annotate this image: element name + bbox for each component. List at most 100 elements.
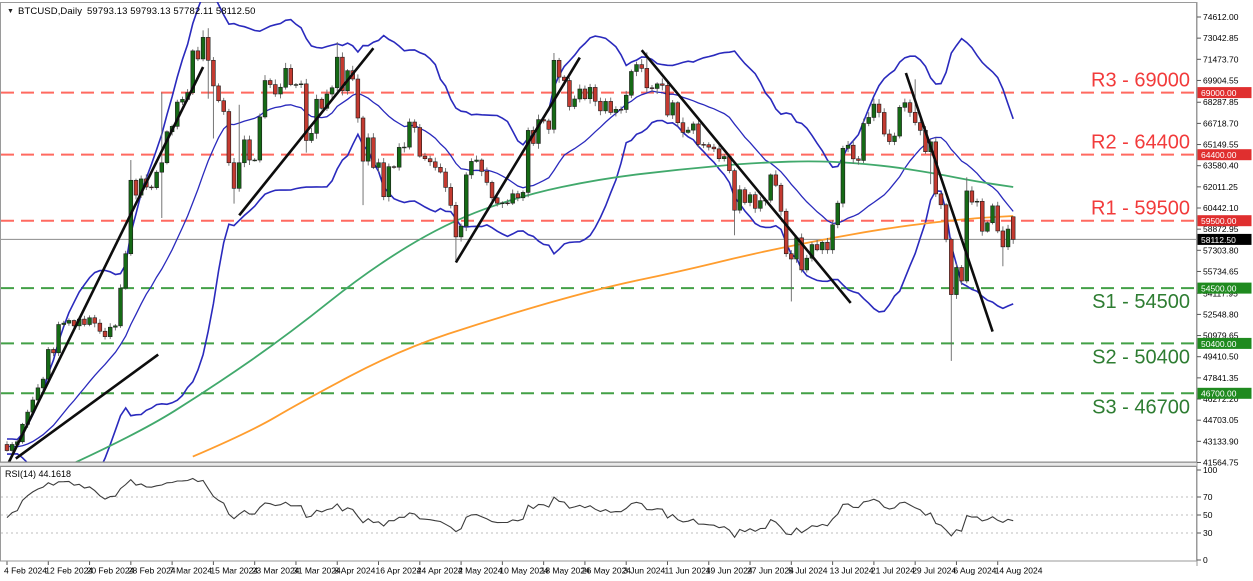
date-tick-label: 19 Jun 2024 <box>706 566 753 576</box>
trendline[interactable] <box>238 47 375 217</box>
rsi-tick-label: 50 <box>1203 510 1213 520</box>
bearish-candle <box>742 189 748 203</box>
bullish-candle <box>123 253 128 289</box>
bearish-candle <box>82 318 87 325</box>
bullish-candle <box>525 130 531 193</box>
trendline[interactable] <box>640 49 852 304</box>
resistance-label: R1 - 59500 <box>1091 198 1190 220</box>
bearish-candle <box>453 205 459 238</box>
support-label: S3 - 46700 <box>1092 396 1190 418</box>
bullish-candle <box>768 174 773 201</box>
bullish-candle <box>35 387 41 401</box>
price-marker-sup <box>1197 387 1252 399</box>
pane-splitter[interactable] <box>0 461 1197 467</box>
price-tick-label: 71473.70 <box>1203 54 1239 64</box>
bearish-candle <box>938 193 944 206</box>
bullish-candle <box>835 202 840 226</box>
date-tick-label: 3 Jun 2024 <box>623 566 665 576</box>
bullish-candle <box>845 144 851 149</box>
price-marker-res <box>1197 87 1252 99</box>
bullish-candle <box>840 148 846 204</box>
date-tick-label: 28 Feb 2024 <box>128 566 176 576</box>
price-tick-label: 73042.85 <box>1203 33 1239 43</box>
trendline[interactable] <box>454 56 581 264</box>
bullish-candle <box>278 86 283 95</box>
bullish-candle <box>252 159 257 162</box>
bearish-candle <box>149 186 154 189</box>
bearish-candle <box>644 68 650 89</box>
price-tick-label: 62011.25 <box>1203 182 1238 192</box>
main-pane-layers <box>1 2 1196 466</box>
bullish-candle <box>87 317 92 325</box>
date-tick-label: 10 May 2024 <box>499 566 548 576</box>
ma-medium-line <box>75 160 1014 462</box>
rsi-pane[interactable] <box>0 466 1197 562</box>
bullish-candle <box>654 83 660 89</box>
support-label: S1 - 54500 <box>1092 291 1190 313</box>
bearish-candle <box>417 127 422 157</box>
trendlines-layer[interactable] <box>7 47 994 466</box>
bearish-candle <box>949 239 954 295</box>
bearish-candle <box>649 87 655 89</box>
bullish-candle <box>180 99 185 103</box>
bearish-candle <box>273 84 278 95</box>
bullish-candle <box>572 98 577 107</box>
chart-menu-arrow-icon[interactable]: ▼ <box>7 8 15 15</box>
bearish-candle <box>980 200 985 232</box>
date-tick-label: 6 Aug 2024 <box>953 566 996 576</box>
bullish-candle <box>66 320 72 324</box>
bullish-candle <box>324 93 330 109</box>
bearish-candle <box>969 190 975 203</box>
bearish-candle <box>221 100 226 112</box>
bullish-candle <box>737 189 742 211</box>
bullish-candle <box>551 59 557 130</box>
date-tick-label: 26 May 2024 <box>582 566 631 576</box>
bullish-candle <box>871 103 877 118</box>
bullish-candle <box>386 166 392 198</box>
trendline[interactable] <box>904 72 994 333</box>
bullish-candle <box>613 109 619 113</box>
rsi-layers <box>1 477 1196 539</box>
trendline[interactable] <box>15 353 159 460</box>
rsi-tick-label: 30 <box>1203 528 1213 538</box>
bearish-candle <box>422 155 428 159</box>
bearish-candle <box>618 109 624 111</box>
bearish-candle <box>304 83 309 141</box>
price-marker-label: 59500.00 <box>1201 216 1237 226</box>
bearish-candle <box>680 122 686 133</box>
bearish-candle <box>443 171 448 188</box>
bullish-candle <box>892 135 897 142</box>
bearish-candle <box>582 88 588 100</box>
bearish-candle <box>881 112 887 135</box>
price-tick-label: 66718.70 <box>1203 118 1239 128</box>
bearish-candle <box>660 83 665 86</box>
bullish-candle <box>758 200 763 209</box>
trendline[interactable] <box>7 66 205 466</box>
splitter-bar[interactable] <box>0 462 1197 467</box>
date-tick-label: 4 Feb 2024 <box>4 566 47 576</box>
price-axis[interactable]: 74612.00 73042.85 71473.70 69904.55 68287.85… <box>1196 2 1252 566</box>
date-tick-label: 8 Apr 2024 <box>334 566 375 576</box>
bearish-candle <box>288 68 293 85</box>
bearish-candle <box>696 123 701 145</box>
bearish-candle <box>752 194 758 209</box>
bullish-candle <box>407 121 412 148</box>
bullish-candle <box>335 56 340 89</box>
bullish-candle <box>283 68 288 88</box>
bearish-candle <box>711 146 717 150</box>
date-tick-label: 21 Jul 2024 <box>871 566 915 576</box>
bearish-candle <box>484 171 490 183</box>
bearish-candle <box>778 184 784 212</box>
price-marker-label: 54500.00 <box>1201 284 1237 294</box>
main-price-pane[interactable] <box>0 2 1197 463</box>
bearish-candle <box>701 144 706 146</box>
price-tick-label: 69904.55 <box>1203 75 1239 85</box>
bearish-candle <box>51 349 56 354</box>
bearish-candle <box>1000 230 1006 248</box>
bullish-candle <box>329 87 335 95</box>
bearish-candle <box>789 253 794 260</box>
bullish-candle <box>309 133 314 141</box>
price-marker-res <box>1197 149 1252 161</box>
